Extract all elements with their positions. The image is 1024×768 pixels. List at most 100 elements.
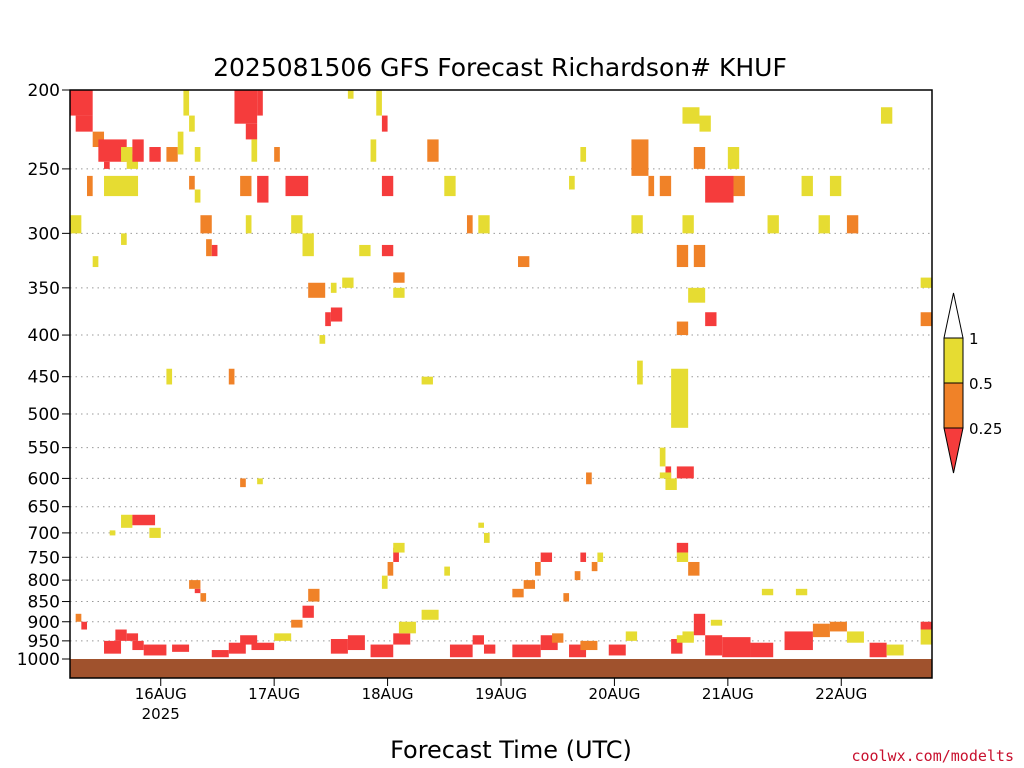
y-tick-label: 300 <box>28 224 60 244</box>
y-tick-label: 450 <box>28 368 60 388</box>
gridlines <box>70 168 932 642</box>
heatmap-cell <box>676 321 689 336</box>
heatmap-cell <box>699 115 711 132</box>
heatmap-cell <box>126 633 139 641</box>
heatmap-cell <box>631 215 643 234</box>
x-tick-label: 19AUG <box>475 685 527 703</box>
legend: 1 0.5 0.25 <box>943 292 1002 474</box>
y-tick-label: 600 <box>28 469 60 489</box>
heatmap-cell <box>149 147 161 162</box>
heatmap-cell <box>580 552 587 562</box>
richardson-cells <box>70 90 932 658</box>
heatmap-cell <box>387 561 394 576</box>
heatmap-cell <box>92 131 105 148</box>
heatmap-cell <box>381 244 394 257</box>
heatmap-cell <box>149 527 161 538</box>
heatmap-cell <box>671 368 689 428</box>
heatmap-cell <box>722 637 751 658</box>
heatmap-cell <box>676 635 694 643</box>
heatmap-cell <box>427 139 439 162</box>
heatmap-cell <box>302 605 314 618</box>
heatmap-cell <box>478 522 484 528</box>
heatmap-cell <box>376 90 382 116</box>
heatmap-cell <box>75 115 93 132</box>
heatmap-cell <box>393 633 411 645</box>
heatmap-cell <box>370 139 377 162</box>
x-tick-label: 16AUG <box>135 685 187 703</box>
heatmap-cell <box>240 478 246 488</box>
heatmap-cell <box>676 542 689 553</box>
heatmap-cell <box>115 629 127 641</box>
heatmap-cell <box>381 575 388 589</box>
x-tick-label: 21AUG <box>702 685 754 703</box>
heatmap-cell <box>693 244 706 268</box>
heatmap-cell <box>194 588 201 594</box>
heatmap-cell <box>70 215 82 234</box>
heatmap-cell <box>512 644 541 658</box>
heatmap-cell <box>552 633 564 643</box>
heatmap-cell <box>166 368 173 385</box>
heatmap-cell <box>234 90 258 124</box>
heatmap-cell <box>143 644 167 656</box>
legend-swatch <box>943 337 964 384</box>
heatmap-cell <box>132 139 144 162</box>
heatmap-cell <box>563 593 570 602</box>
heatmap-cell <box>444 175 456 197</box>
y-tick-label: 200 <box>28 81 60 101</box>
heatmap-cell <box>665 466 672 479</box>
heatmap-cell <box>920 621 932 630</box>
heatmap-cell <box>330 639 348 654</box>
heatmap-cell <box>421 609 439 620</box>
heatmap-cell <box>381 115 388 132</box>
heatmap-cell <box>693 613 706 636</box>
heatmap-cell <box>257 175 269 203</box>
heatmap-cell <box>92 256 99 268</box>
heatmap-cell <box>671 639 683 654</box>
heatmap-cell <box>166 147 178 162</box>
heatmap-cell <box>211 650 229 658</box>
heatmap-cell <box>70 90 93 116</box>
heatmap-cell <box>518 256 530 268</box>
x-tick-label: 17AUG <box>248 685 300 703</box>
heatmap-cell <box>206 239 212 257</box>
heatmap-cell <box>829 175 842 197</box>
heatmap-cell <box>121 233 127 245</box>
y-tick-label: 500 <box>28 405 60 425</box>
heatmap-cell <box>228 642 246 654</box>
heatmap-cell <box>245 215 252 234</box>
heatmap-cell <box>727 147 740 169</box>
heatmap-cell <box>608 644 626 656</box>
legend-label: 1 <box>969 330 979 348</box>
heatmap-cell <box>370 644 394 658</box>
heatmap-cell <box>194 147 201 162</box>
heatmap-cell <box>240 175 252 197</box>
heatmap-cell <box>325 312 331 327</box>
heatmap-cell <box>659 447 666 467</box>
heatmap-cell <box>637 360 643 385</box>
heatmap-cell <box>625 631 638 641</box>
heatmap-cell <box>580 640 598 651</box>
x-tick-label: 22AUG <box>815 685 867 703</box>
y-tick-label: 750 <box>28 548 60 568</box>
heatmap-cell <box>631 139 649 176</box>
heatmap-cell <box>200 593 207 602</box>
heatmap-cell <box>648 175 655 197</box>
heatmap-cell <box>483 532 490 543</box>
legend-arrow-top <box>943 292 964 339</box>
heatmap-cell <box>189 175 195 190</box>
heatmap-cell <box>274 633 292 641</box>
heatmap-cell <box>523 580 536 589</box>
heatmap-cell <box>483 644 496 654</box>
heatmap-cell <box>676 466 694 479</box>
heatmap-cell <box>251 139 258 162</box>
y-tick-label: 700 <box>28 524 60 544</box>
heatmap-cell <box>285 175 309 197</box>
heatmap-cell <box>733 175 745 197</box>
y-tick-label: 650 <box>28 498 60 518</box>
heatmap-cell <box>880 107 893 124</box>
heatmap-cell <box>676 244 689 268</box>
heatmap-cell <box>172 644 190 652</box>
heatmap-cell <box>750 642 774 658</box>
legend-arrow-bottom <box>943 427 964 474</box>
heatmap-cell <box>109 530 116 536</box>
